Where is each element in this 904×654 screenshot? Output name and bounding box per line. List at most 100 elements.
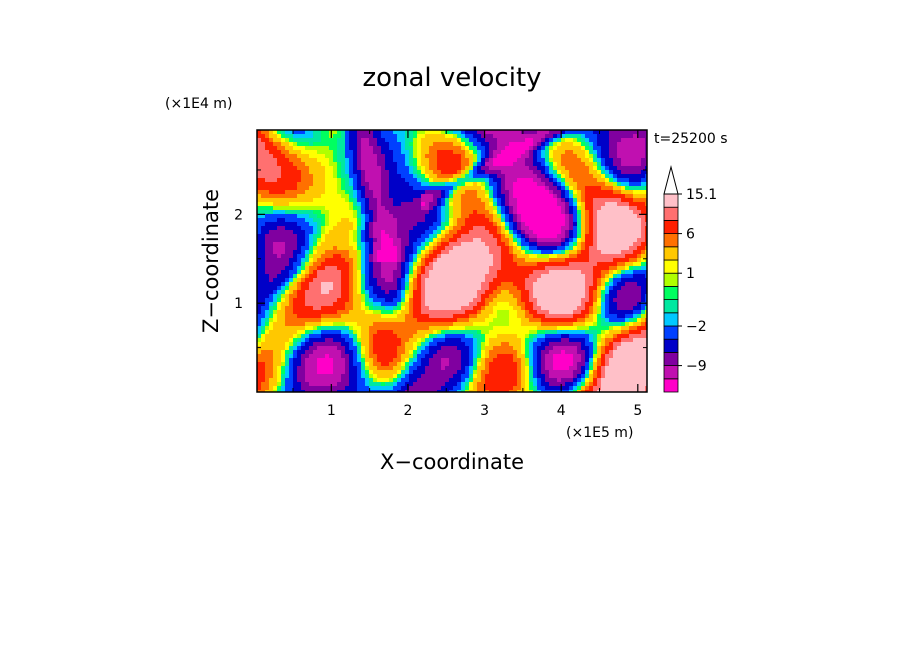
field-cell — [297, 182, 302, 187]
field-cell — [557, 170, 562, 175]
field-cell — [521, 258, 526, 263]
field-cell — [277, 250, 282, 255]
field-cell — [609, 174, 614, 179]
field-cell — [393, 282, 398, 287]
field-cell — [413, 270, 418, 275]
field-cell — [425, 322, 430, 327]
field-cell — [309, 150, 314, 155]
field-cell — [377, 170, 382, 175]
field-cell — [305, 194, 310, 199]
field-cell — [277, 138, 282, 143]
field-cell — [297, 150, 302, 155]
field-cell — [449, 214, 454, 219]
field-cell — [445, 242, 450, 247]
field-cell — [293, 142, 298, 147]
field-cell — [597, 206, 602, 211]
field-cell — [545, 210, 550, 215]
field-cell — [633, 262, 638, 267]
field-cell — [409, 178, 414, 183]
field-cell — [397, 318, 402, 323]
field-cell — [549, 210, 554, 215]
field-cell — [473, 214, 478, 219]
field-cell — [365, 170, 370, 175]
field-cell — [421, 238, 426, 243]
field-cell — [377, 134, 382, 139]
field-cell — [433, 162, 438, 167]
field-cell — [429, 226, 434, 231]
field-cell — [329, 270, 334, 275]
field-cell — [465, 166, 470, 171]
field-cell — [401, 286, 406, 291]
field-cell — [513, 134, 518, 139]
field-cell — [361, 210, 366, 215]
field-cell — [281, 290, 286, 295]
field-cell — [473, 294, 478, 299]
field-cell — [577, 170, 582, 175]
field-cell — [409, 322, 414, 327]
field-cell — [265, 326, 270, 331]
field-cell — [581, 322, 586, 327]
field-cell — [621, 210, 626, 215]
field-cell — [309, 202, 314, 207]
field-cell — [333, 294, 338, 299]
field-cell — [401, 206, 406, 211]
field-cell — [417, 310, 422, 315]
field-cell — [557, 178, 562, 183]
field-cell — [409, 258, 414, 263]
field-cell — [409, 310, 414, 315]
field-cell — [381, 250, 386, 255]
field-cell — [269, 146, 274, 151]
field-cell — [625, 218, 630, 223]
field-cell — [405, 270, 410, 275]
field-cell — [433, 310, 438, 315]
field-cell — [593, 250, 598, 255]
field-cell — [469, 150, 474, 155]
field-cell — [553, 138, 558, 143]
field-cell — [305, 230, 310, 235]
field-cell — [445, 158, 450, 163]
field-cell — [441, 298, 446, 303]
field-cell — [529, 234, 534, 239]
field-cell — [605, 270, 610, 275]
field-cell — [625, 162, 630, 167]
field-cell — [505, 170, 510, 175]
field-cell — [485, 306, 490, 311]
field-cell — [353, 226, 358, 231]
field-cell — [581, 294, 586, 299]
field-cell — [409, 274, 414, 279]
field-cell — [373, 322, 378, 327]
field-cell — [529, 294, 534, 299]
field-cell — [633, 258, 638, 263]
field-cell — [269, 270, 274, 275]
field-cell — [473, 286, 478, 291]
field-cell — [585, 310, 590, 315]
field-cell — [385, 322, 390, 327]
field-cell — [565, 282, 570, 287]
field-cell — [641, 198, 646, 203]
field-cell — [317, 234, 322, 239]
field-cell — [601, 262, 606, 267]
field-cell — [541, 198, 546, 203]
field-cell — [529, 178, 534, 183]
field-cell — [601, 142, 606, 147]
field-cell — [381, 162, 386, 167]
field-cell — [513, 230, 518, 235]
field-cell — [353, 182, 358, 187]
field-cell — [441, 198, 446, 203]
field-cell — [617, 238, 622, 243]
field-cell — [533, 254, 538, 259]
field-cell — [369, 206, 374, 211]
field-cell — [413, 290, 418, 295]
field-cell — [425, 250, 430, 255]
field-cell — [409, 298, 414, 303]
field-cell — [301, 266, 306, 271]
field-cell — [529, 266, 534, 271]
field-cell — [345, 310, 350, 315]
field-cell — [265, 246, 270, 251]
field-cell — [609, 218, 614, 223]
field-cell — [297, 234, 302, 239]
field-cell — [301, 310, 306, 315]
field-cell — [457, 270, 462, 275]
field-cell — [349, 198, 354, 203]
field-cell — [289, 326, 294, 331]
